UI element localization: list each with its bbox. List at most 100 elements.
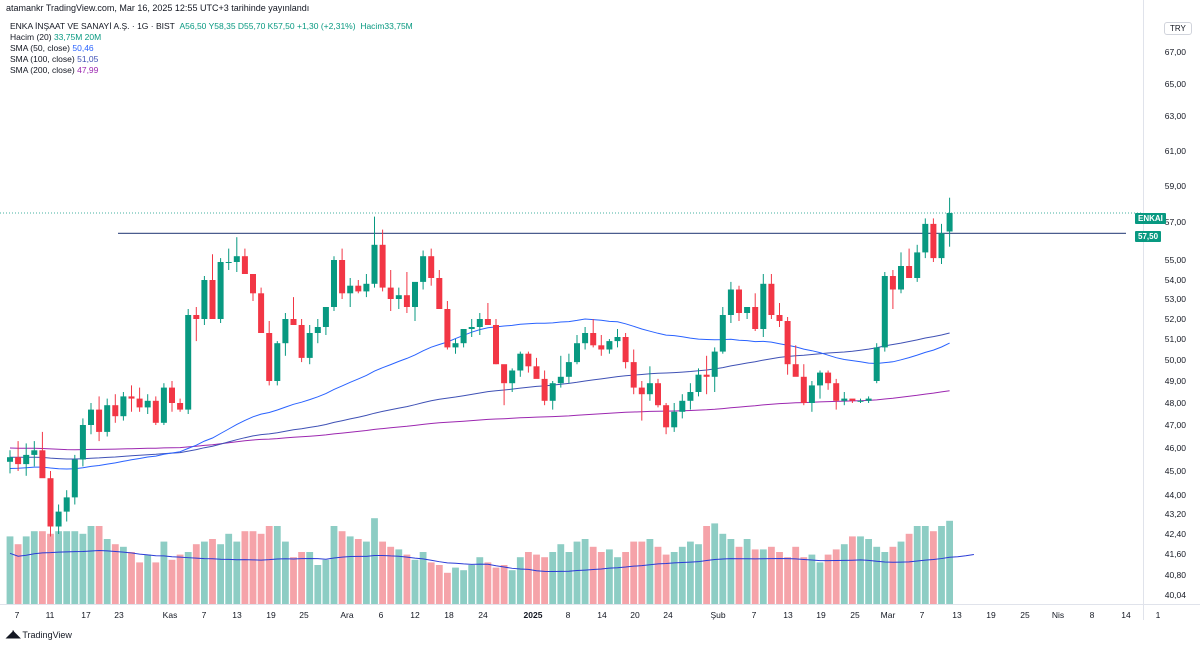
x-tick-label: 19 bbox=[816, 610, 826, 620]
candle bbox=[582, 327, 589, 350]
candle bbox=[452, 339, 459, 354]
candle-body bbox=[290, 319, 297, 325]
candle-body bbox=[744, 307, 751, 313]
volume-bar bbox=[265, 526, 273, 604]
candle bbox=[88, 403, 94, 435]
candle bbox=[436, 270, 443, 309]
x-tick-label: 17 bbox=[81, 610, 91, 620]
x-tick-label: 11 bbox=[46, 610, 55, 620]
candle bbox=[193, 307, 200, 342]
volume-bar bbox=[435, 565, 443, 604]
candle-body bbox=[7, 457, 13, 462]
volume-bar bbox=[597, 552, 605, 604]
candle-body bbox=[549, 383, 556, 401]
volume-indicator-row[interactable]: Hacim (20) 33,75M 20M bbox=[10, 32, 413, 43]
volume-bar bbox=[152, 562, 160, 604]
y-tick-label: 53,00 bbox=[1165, 294, 1187, 304]
candle bbox=[363, 274, 370, 298]
sma200-label: SMA (200, close) bbox=[10, 65, 75, 75]
candle-body bbox=[39, 450, 46, 479]
volume-bar bbox=[711, 523, 719, 604]
sma200-row[interactable]: SMA (200, close) 47,99 bbox=[10, 65, 413, 76]
volume-bar bbox=[484, 562, 492, 604]
candle bbox=[484, 303, 491, 325]
volume-bar bbox=[403, 554, 411, 604]
x-tick-label: 13 bbox=[783, 610, 793, 620]
x-tick-label: 7 bbox=[202, 610, 207, 620]
volume-bar bbox=[476, 557, 484, 604]
candle bbox=[355, 280, 362, 294]
candle-body bbox=[209, 280, 216, 319]
candle-body bbox=[322, 307, 329, 327]
candle bbox=[703, 355, 710, 395]
tradingview-logo[interactable]: ◢◣ TradingView bbox=[6, 629, 72, 640]
candle bbox=[655, 378, 661, 408]
y-tick-label: 52,00 bbox=[1165, 314, 1187, 324]
volume-bar bbox=[759, 549, 767, 604]
volume-bar bbox=[379, 541, 386, 604]
candle-body bbox=[266, 333, 273, 381]
volume-bar bbox=[832, 549, 840, 604]
candle bbox=[946, 197, 953, 247]
candle bbox=[606, 339, 613, 354]
candle bbox=[282, 313, 289, 356]
candle bbox=[241, 248, 248, 274]
candle bbox=[792, 345, 799, 377]
x-tick-label: 19 bbox=[266, 610, 276, 620]
sma100-value: 51,05 bbox=[77, 54, 99, 64]
candle-body bbox=[258, 293, 265, 333]
candle-body bbox=[493, 325, 499, 365]
volume-bar bbox=[354, 539, 362, 604]
candle-body bbox=[946, 213, 953, 232]
volume-bar bbox=[322, 559, 330, 604]
price-tag-ticker: ENKAI bbox=[1135, 213, 1166, 224]
candle-body bbox=[47, 478, 54, 527]
candle bbox=[768, 274, 775, 319]
x-tick-label: 7 bbox=[920, 610, 925, 620]
volume-bar bbox=[71, 531, 79, 604]
candle-body bbox=[752, 307, 759, 329]
y-tick-label: 46,00 bbox=[1165, 443, 1187, 453]
volume-bar bbox=[743, 539, 751, 604]
volume-value: Hacim33,75M bbox=[360, 21, 413, 31]
candle bbox=[752, 293, 759, 331]
currency-button[interactable]: TRY bbox=[1164, 22, 1192, 35]
candle bbox=[120, 392, 127, 421]
sma50-row[interactable]: SMA (50, close) 50,46 bbox=[10, 43, 413, 54]
candle-body bbox=[776, 315, 783, 321]
candle-body bbox=[420, 256, 427, 282]
candle-body bbox=[630, 362, 637, 388]
volume-bar bbox=[541, 557, 548, 604]
volume-bar bbox=[338, 531, 346, 604]
candle bbox=[646, 366, 653, 401]
sma100-line bbox=[9, 332, 950, 460]
candle bbox=[306, 325, 313, 365]
candle-body bbox=[792, 364, 799, 377]
candle-body bbox=[671, 411, 678, 428]
volume-bar bbox=[897, 541, 905, 604]
candle-body bbox=[557, 376, 564, 384]
candle bbox=[614, 329, 621, 348]
volume-bar bbox=[371, 518, 378, 604]
symbol-name[interactable]: ENKA İNŞAAT VE SANAYİ A.Ş. · 1G · BIST bbox=[10, 21, 175, 31]
candle-body bbox=[185, 315, 192, 410]
volume-bar bbox=[727, 539, 735, 604]
candle-body bbox=[331, 260, 337, 307]
x-tick-label: 8 bbox=[566, 610, 571, 620]
x-tick-label: 7 bbox=[752, 610, 757, 620]
candle-body bbox=[719, 315, 726, 352]
volume-bar bbox=[452, 567, 459, 604]
volume-bar bbox=[290, 557, 297, 604]
x-tick-label: 6 bbox=[379, 610, 384, 620]
candle-body bbox=[906, 266, 913, 278]
candle bbox=[501, 364, 508, 406]
candle-body bbox=[428, 256, 435, 278]
volume-bar bbox=[622, 552, 629, 604]
candle bbox=[217, 258, 224, 323]
candle-body bbox=[193, 315, 200, 319]
y-tick-label: 43,20 bbox=[1165, 509, 1187, 519]
candle bbox=[622, 333, 629, 369]
candle bbox=[152, 396, 159, 425]
sma100-row[interactable]: SMA (100, close) 51,05 bbox=[10, 54, 413, 65]
